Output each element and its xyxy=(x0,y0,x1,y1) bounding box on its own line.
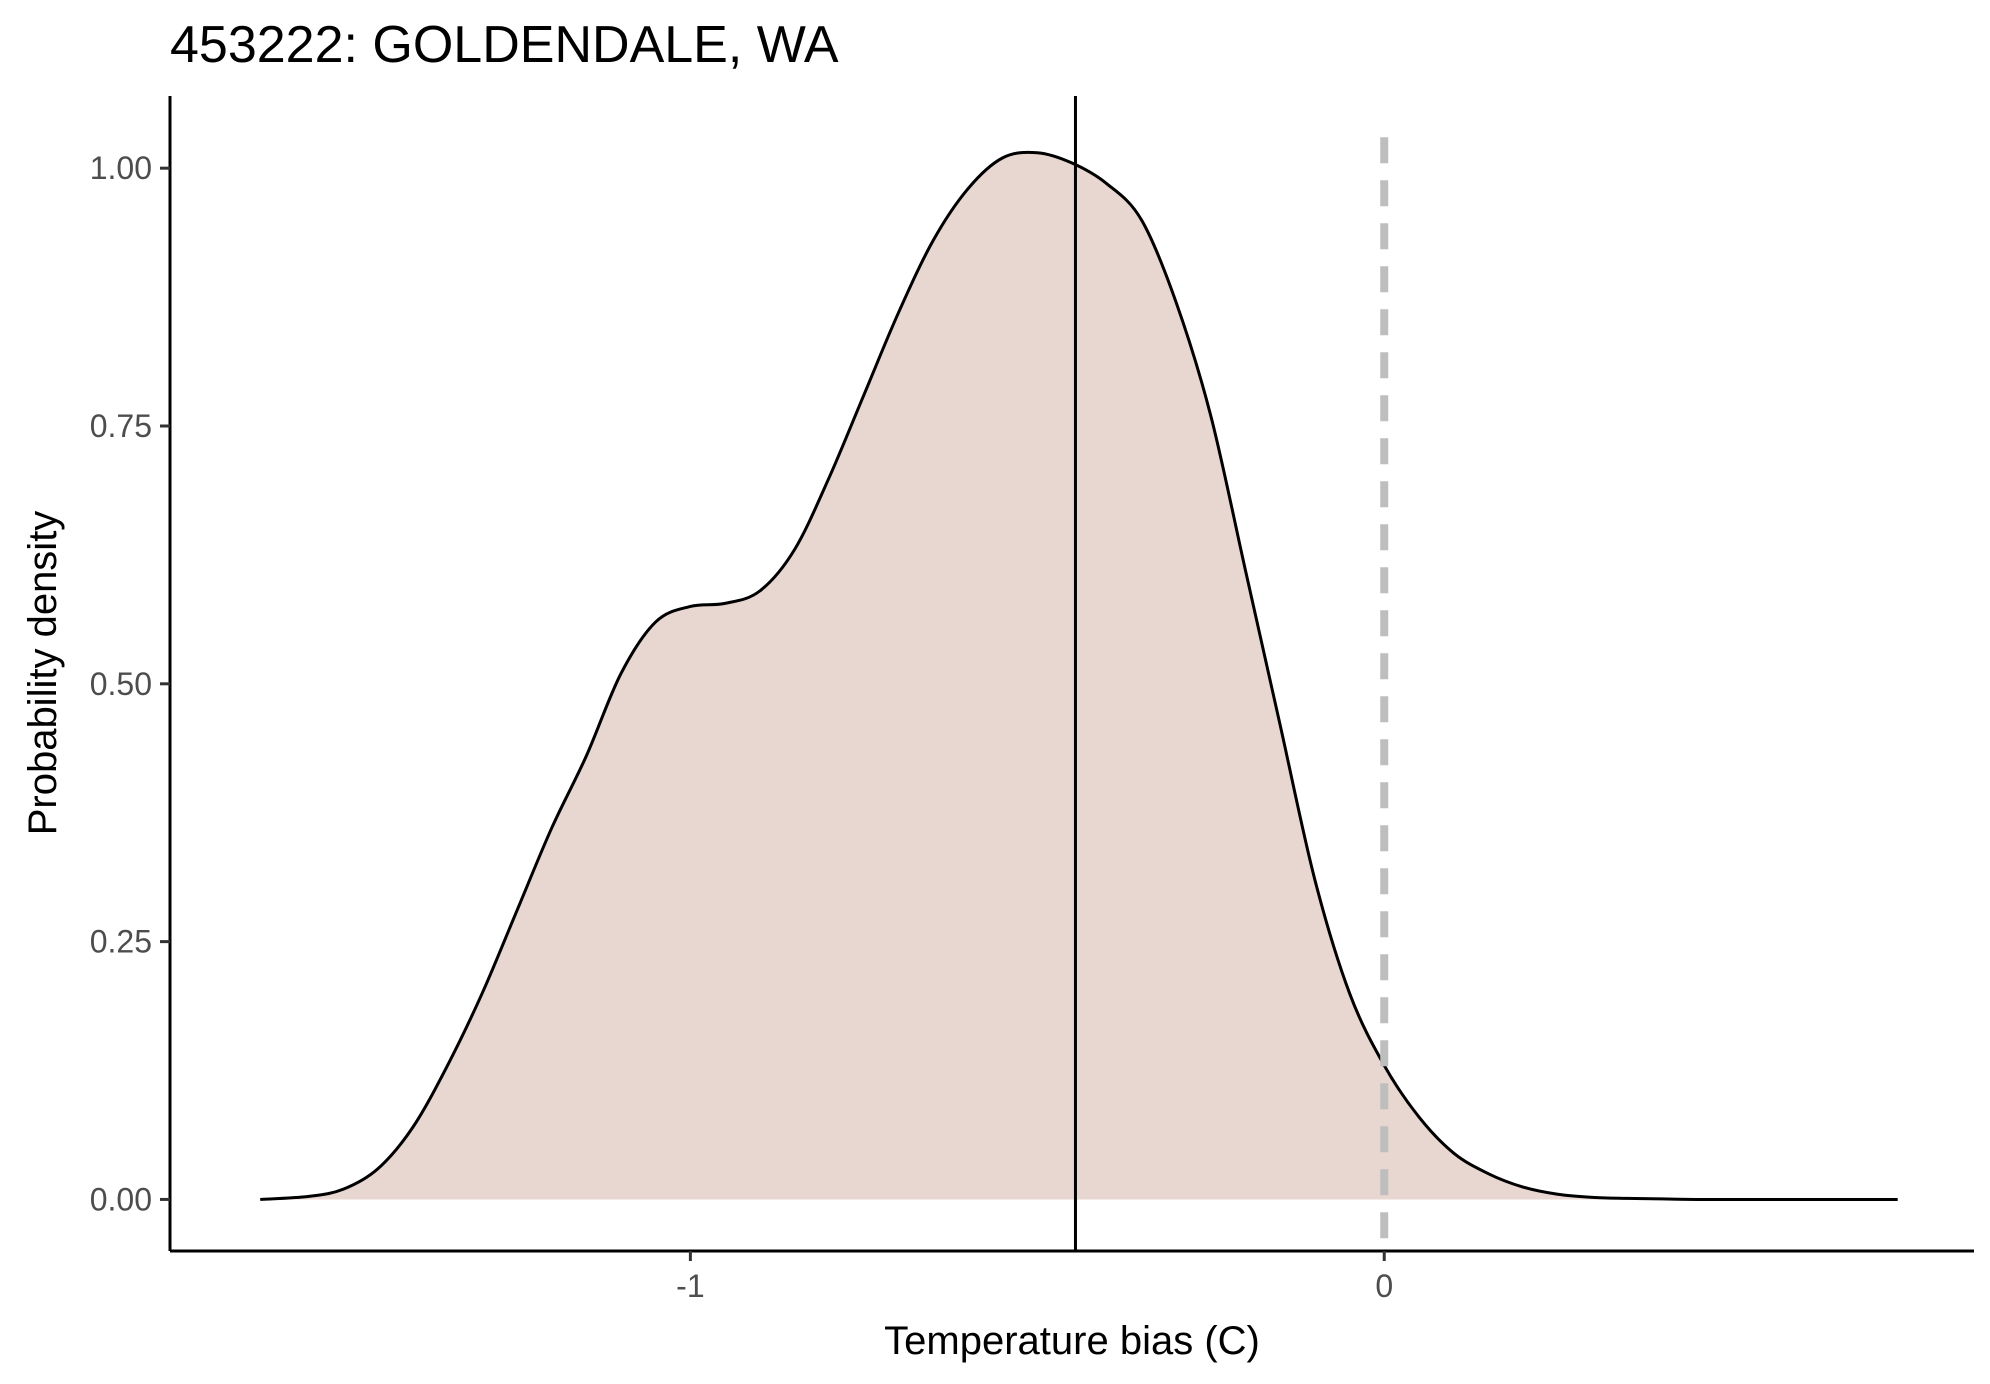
x-tick-label: 0 xyxy=(1375,1268,1393,1304)
density-area xyxy=(260,152,1898,1200)
x-axis-ticks: -1 0 xyxy=(676,1251,1393,1304)
y-tick-label: 0.75 xyxy=(90,408,152,444)
chart-title: 453222: GOLDENDALE, WA xyxy=(170,16,839,74)
y-tick-label: 0.50 xyxy=(90,666,152,702)
y-tick-label: 0.25 xyxy=(90,924,152,960)
plot-area xyxy=(260,96,1898,1251)
x-axis-title: Temperature bias (C) xyxy=(884,1319,1260,1363)
density-curve xyxy=(260,150,1898,1201)
x-tick-label: -1 xyxy=(676,1268,704,1304)
y-axis-title: Probability density xyxy=(21,511,65,836)
y-tick-label: 1.00 xyxy=(90,150,152,186)
y-axis-ticks: 0.00 0.25 0.50 0.75 1.00 xyxy=(90,150,170,1217)
y-tick-label: 0.00 xyxy=(90,1181,152,1217)
